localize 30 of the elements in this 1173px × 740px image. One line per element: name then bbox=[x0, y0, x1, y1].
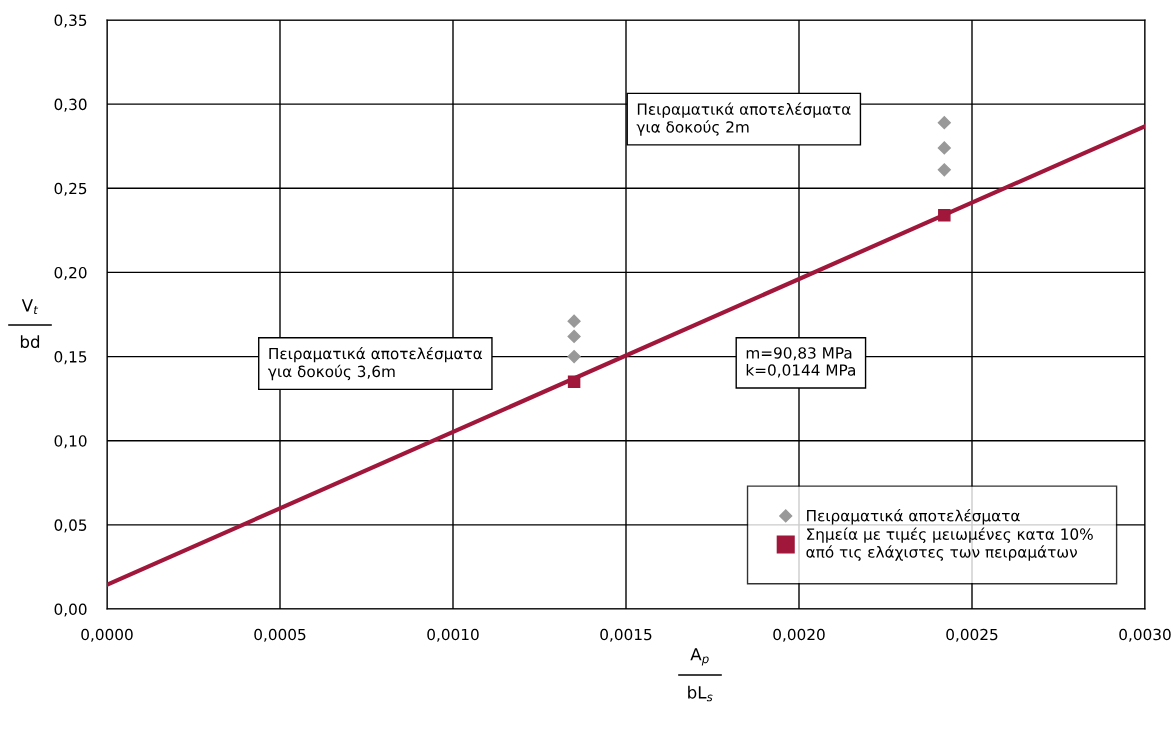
x-tick-label: 0,0025 bbox=[946, 628, 998, 642]
y-tick-label: 0,05 bbox=[54, 519, 87, 533]
annotation: Πειραματικά αποτελέσματα για δοκούς 2m bbox=[636, 102, 851, 136]
legend-label: Σημεία με τιμές μειωμένες κατα 10% από τις ελάχιστες των πειραμάτων bbox=[806, 527, 1093, 561]
y-tick-label: 0,15 bbox=[54, 351, 87, 365]
y-tick-label: 0,35 bbox=[54, 14, 87, 28]
text: V$_{t}$ bd bbox=[20, 299, 40, 349]
point bbox=[567, 314, 581, 328]
point bbox=[937, 163, 951, 177]
annotation: Πειραματικά αποτελέσματα για δοκούς 3,6m bbox=[268, 346, 483, 381]
point bbox=[567, 329, 581, 343]
x-tick-label: 0,0000 bbox=[81, 628, 133, 642]
y-tick-label: 0,25 bbox=[54, 182, 87, 196]
annotation: m=90,83 MPa k=0,0144 MPa bbox=[746, 347, 856, 378]
y-tick-label: 0,10 bbox=[54, 435, 87, 449]
point bbox=[937, 116, 951, 130]
point bbox=[567, 349, 581, 364]
x-tick-label: 0,0010 bbox=[427, 628, 479, 642]
text: A$_{p}$ bL$_{s}$ bbox=[688, 648, 713, 702]
y-tick-label: 0,20 bbox=[54, 266, 87, 281]
x-tick-label: 0,0015 bbox=[600, 628, 652, 642]
y-tick-label: 0,00 bbox=[54, 603, 87, 617]
x-tick-label: 0,0005 bbox=[254, 628, 306, 642]
y-tick-label: 0,30 bbox=[54, 98, 87, 112]
legend-label: Πειραματικά αποτελέσματα bbox=[807, 509, 1020, 525]
x-tick-label: 0,0030 bbox=[1119, 628, 1171, 642]
point bbox=[937, 141, 951, 155]
point bbox=[938, 208, 951, 222]
x-tick-label: 0,0020 bbox=[773, 628, 825, 642]
point bbox=[567, 375, 581, 389]
